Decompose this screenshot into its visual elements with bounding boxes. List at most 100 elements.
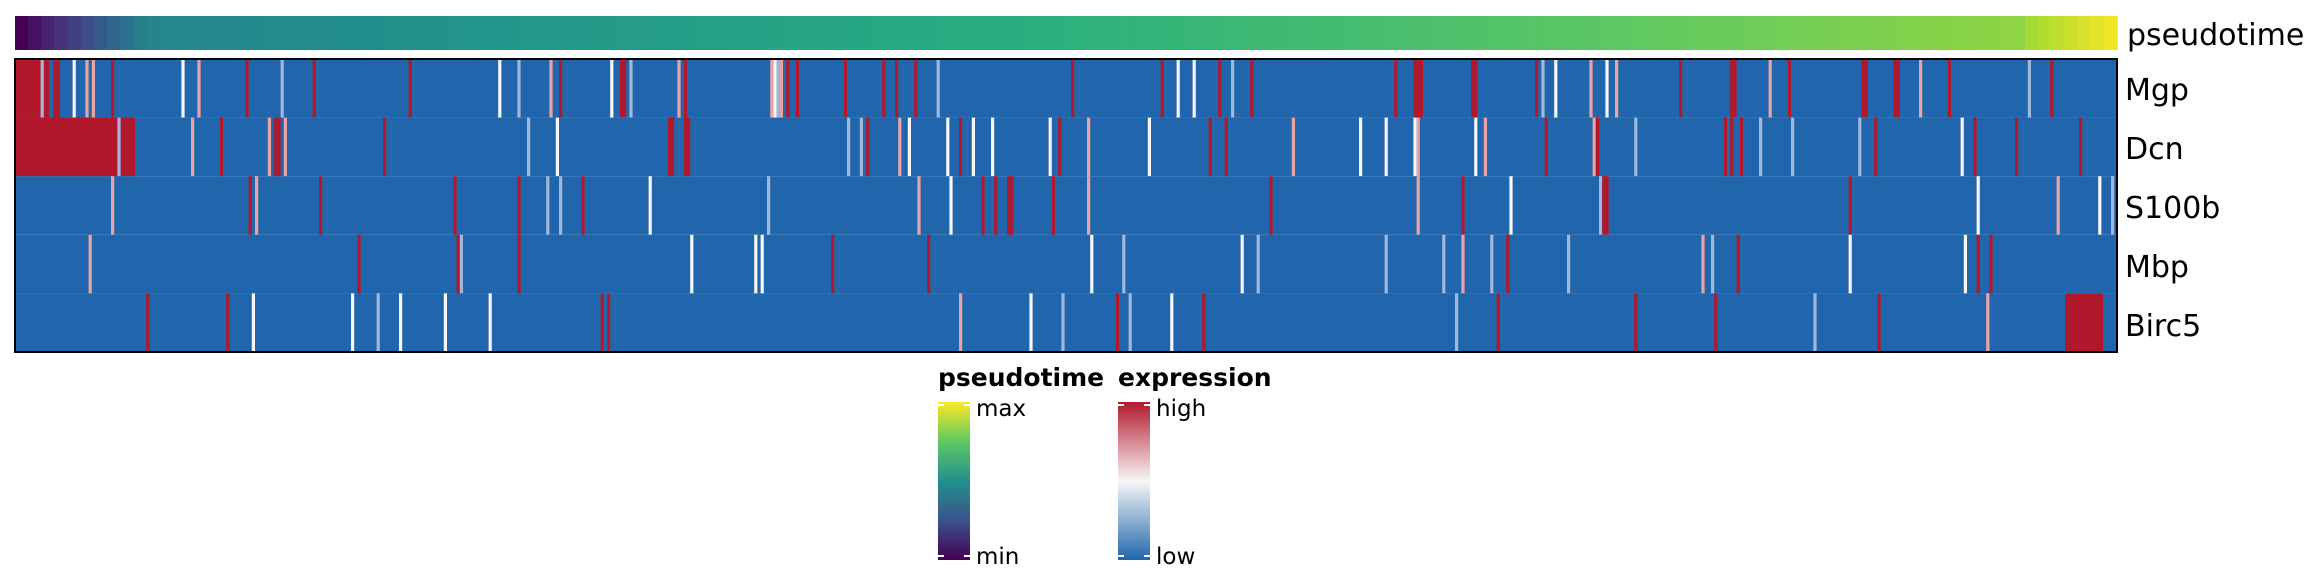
heatmap-cell [1224, 117, 1228, 177]
heatmap-cell [1976, 234, 1980, 294]
pseudotime-band [1578, 16, 1593, 50]
heatmap-cell [111, 176, 115, 235]
heatmap-cell [629, 59, 633, 118]
heatmap-cell [866, 117, 870, 177]
heatmap-cell [255, 176, 259, 235]
heatmap-cell [1730, 117, 1734, 177]
heatmap-cell [1544, 117, 1548, 177]
pseudotime-band [645, 16, 660, 50]
pseudotime-band [133, 16, 148, 50]
pseudotime-band [1249, 16, 1264, 50]
heatmap-cell [1541, 59, 1545, 118]
heatmap-row-dcn [15, 117, 2117, 177]
heatmap-cell [1919, 59, 1923, 118]
heatmap-cell [683, 117, 687, 177]
heatmap-cell [1679, 59, 1683, 118]
heatmap-cell [1730, 59, 1734, 118]
pseudotime-band [238, 16, 253, 50]
pseudotime-band [1696, 16, 1711, 50]
heatmap-cell [1115, 293, 1119, 352]
heatmap-cell [248, 176, 252, 235]
pseudotime-band [829, 16, 844, 50]
heatmap-cell [1976, 176, 1980, 235]
pseudotime-band [882, 16, 897, 50]
pseudotime-band [28, 16, 43, 50]
heatmap-cell [843, 59, 847, 118]
heatmap-cell [280, 59, 284, 118]
pseudotime-band [868, 16, 883, 50]
heatmap-cell [1218, 59, 1222, 118]
heatmap-cell [383, 117, 387, 177]
heatmap-cell [1192, 59, 1196, 118]
pseudotime-band [1933, 16, 1948, 50]
heatmap-cell [619, 59, 623, 118]
heatmap-cell [1413, 117, 1417, 177]
heatmap-cell [1711, 234, 1715, 294]
heatmap-cell [88, 234, 92, 294]
pseudotime-band [146, 16, 161, 50]
heatmap-cell [1160, 59, 1164, 118]
heatmap-cell [1455, 293, 1459, 352]
pseudotime-band [474, 16, 489, 50]
heatmap-cell [1442, 234, 1446, 294]
pseudotime-band [1026, 16, 1041, 50]
heatmap-cell [1269, 176, 1273, 235]
pseudotime-band [790, 16, 805, 50]
heatmap-cell [357, 234, 361, 294]
heatmap-cell [971, 117, 975, 177]
heatmap-cell [2027, 59, 2031, 118]
expression-legend-low: low [1156, 544, 1195, 570]
heatmap-cell [1634, 117, 1638, 177]
pseudotime-band [1604, 16, 1619, 50]
pseudotime-band [658, 16, 673, 50]
pseudotime-band [1552, 16, 1567, 50]
pseudotime-band [1775, 16, 1790, 50]
heatmap-cell [1071, 59, 1075, 118]
heatmap-cell [146, 293, 150, 352]
heatmap-cell [1877, 293, 1881, 352]
heatmap-cell [623, 59, 627, 118]
pseudotime-band [1000, 16, 1015, 50]
heatmap-cell [687, 117, 691, 177]
row-label-s100b: S100b [2125, 191, 2220, 226]
pseudotime-band [1118, 16, 1133, 50]
pseudotime-band [1486, 16, 1501, 50]
heatmap-cell [946, 117, 950, 177]
heatmap-cell [1291, 117, 1295, 177]
heatmap-cell [546, 176, 550, 235]
pseudotime-band [1368, 16, 1383, 50]
row-label-mbp: Mbp [2125, 250, 2189, 285]
pseudotime-band [737, 16, 752, 50]
pseudotime-band [724, 16, 739, 50]
pseudotime-band [1880, 16, 1895, 50]
heatmap-cell [1250, 59, 1254, 118]
pseudotime-band [763, 16, 778, 50]
heatmap-cell [1535, 59, 1539, 118]
heatmap-cell [56, 59, 60, 118]
pseudotime-band [1223, 16, 1238, 50]
pseudotime-band [395, 16, 410, 50]
pseudotime-band [1289, 16, 1304, 50]
pseudotime-band [1315, 16, 1330, 50]
heatmap-cell [1384, 117, 1388, 177]
heatmap-cell [1509, 176, 1513, 235]
pseudotime-band [2103, 16, 2118, 50]
pseudotime-band [290, 16, 305, 50]
pseudotime-band [1670, 16, 1685, 50]
heatmap-cell [399, 293, 403, 352]
row-label-mgp: Mgp [2125, 73, 2189, 108]
heatmap-cell [488, 293, 492, 352]
pseudotime-band [1328, 16, 1343, 50]
heatmap-cell [1208, 117, 1212, 177]
pseudotime-band [304, 16, 318, 50]
pseudotime-band [921, 16, 936, 50]
pseudotime-band [908, 16, 923, 50]
pseudotime-band [1052, 16, 1067, 50]
heatmap-cell [648, 176, 652, 235]
pseudotime-legend-min: min [976, 544, 1019, 570]
pseudotime-band [264, 16, 279, 50]
pseudotime-band [711, 16, 726, 50]
heatmap-cell [1461, 176, 1465, 235]
pseudotime-band [185, 16, 200, 50]
heatmap-cell [882, 59, 886, 118]
